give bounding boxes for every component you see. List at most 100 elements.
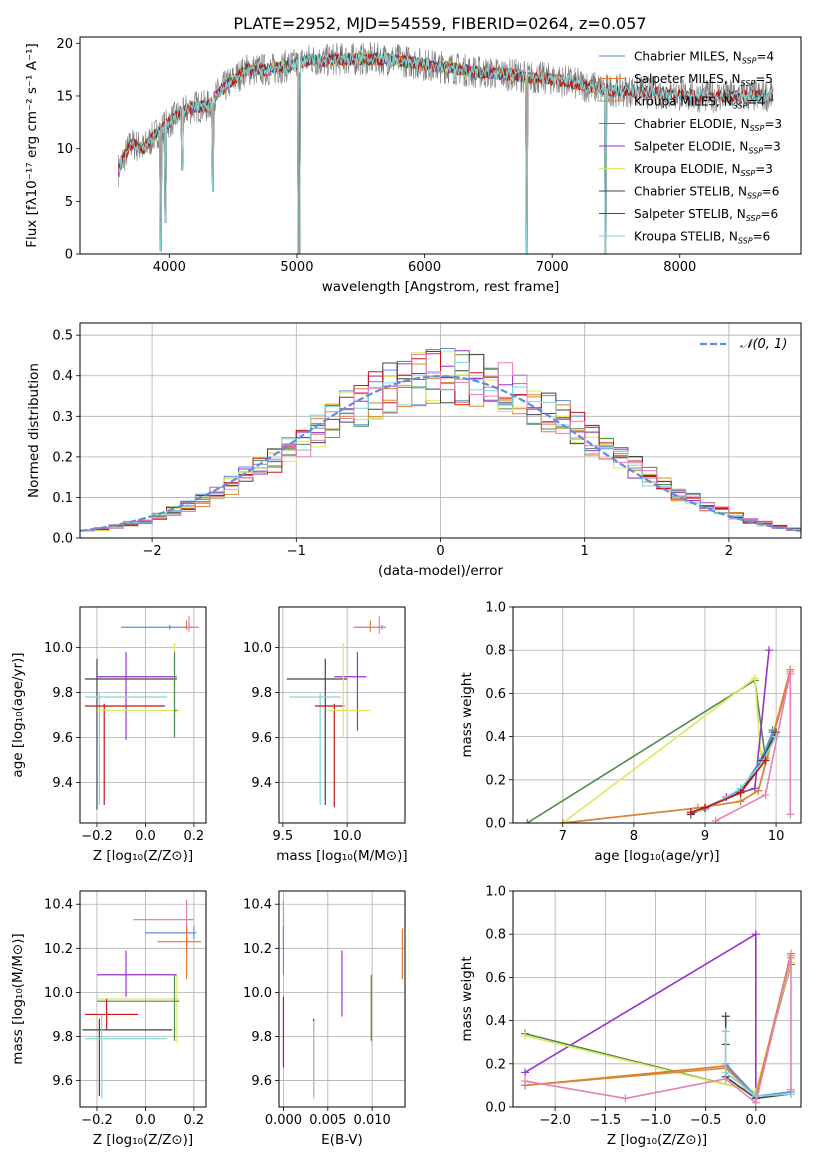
- weight-marker: [786, 1085, 795, 1094]
- x-tick-label: 1: [581, 544, 589, 559]
- x-tick-label: 8000: [663, 260, 696, 275]
- y-tick-label: 9.8: [251, 1030, 272, 1045]
- x-tick-label: 9.5: [273, 829, 294, 844]
- weight-marker: [751, 930, 760, 939]
- x-tick-label: −1: [287, 544, 306, 559]
- x-tick-label: 0.2: [184, 1113, 205, 1128]
- weight-line-chabrier-elodie: [526, 679, 774, 823]
- legend: Chabrier MILES, NSSP=4 Salpeter MILES, NS…: [599, 50, 782, 246]
- plot-weight_vs_age: 7 8 9 10 0.0 0.2 0.4 0.6 0.8 1.0 age [log₁₀(age/yr…: [459, 601, 802, 864]
- x-tick-label: −2.0: [539, 1113, 571, 1128]
- weight-marker: [721, 1027, 730, 1036]
- y-tick-label: 9.4: [52, 776, 73, 791]
- y-tick-label: 1.0: [485, 601, 506, 616]
- weight-marker: [761, 790, 770, 799]
- y-tick-label: 0.2: [485, 773, 506, 788]
- y-tick-label: 10.4: [243, 898, 272, 913]
- axes-frame: [79, 606, 207, 824]
- plot-age_vs_mass: 9.5 10.0 9.4 9.6 9.8 10.0 mass [log₁₀(M/M⊙)]: [243, 606, 408, 864]
- weight-line-pink: [524, 955, 792, 1105]
- y-tick-label: 5: [65, 195, 73, 210]
- x-tick-label: 0.000: [265, 1113, 302, 1128]
- figure-title: PLATE=2952, MJD=54559, FIBERID=0264, z=0…: [233, 14, 646, 33]
- legend-label: Kroupa MILES, NSSP=4: [634, 95, 765, 111]
- plot-mass_vs_Z: −0.2 0.0 0.2 9.6 9.8 10.0 10.2 10.4 Z [log₁₀(Z/Z…: [10, 890, 207, 1148]
- y-tick-label: 0.6: [485, 971, 506, 986]
- axes-frame: [512, 890, 802, 1108]
- x-tick-label: 2: [725, 544, 733, 559]
- y-tick-label: 10.0: [44, 986, 73, 1001]
- weight-line-kroupa-stelib: [724, 1031, 792, 1098]
- weight-marker: [521, 1031, 530, 1040]
- x-tick-label: 0: [436, 544, 444, 559]
- legend-label: 𝒩(0, 1): [740, 337, 787, 352]
- y-axis-label: age [log₁₀(age/yr)]: [10, 652, 26, 777]
- y-tick-label: 0.8: [485, 928, 506, 943]
- weight-marker: [558, 819, 567, 823]
- y-tick-label: 0: [65, 248, 73, 263]
- y-tick-label: 0.4: [52, 369, 73, 384]
- plot-area: [282, 899, 403, 1099]
- weight-marker: [751, 1098, 760, 1107]
- x-tick-label: 5000: [280, 260, 313, 275]
- axes-frame: [79, 36, 802, 255]
- y-tick-label: 0.2: [485, 1057, 506, 1072]
- x-tick-label: 7: [559, 829, 567, 844]
- x-axis-label: Z [log₁₀(Z/Z⊙)]: [93, 1132, 193, 1148]
- y-tick-label: 10.2: [44, 942, 73, 957]
- y-tick-label: 9.6: [251, 731, 272, 746]
- weight-marker: [721, 1074, 730, 1083]
- legend-label: Kroupa ELODIE, NSSP=3: [634, 162, 773, 178]
- y-tick-label: 20: [56, 37, 73, 52]
- weight-marker: [523, 819, 532, 823]
- plot-area: [523, 646, 795, 823]
- weight-marker: [754, 786, 763, 795]
- x-tick-label: 10.0: [333, 829, 362, 844]
- x-axis-label: age [log₁₀(age/yr)]: [594, 848, 719, 864]
- legend-label: Chabrier MILES, NSSP=4: [634, 50, 774, 66]
- axes-frame: [278, 890, 406, 1108]
- y-tick-label: 9.8: [52, 1030, 73, 1045]
- x-axis-label: Z [log₁₀(Z/Z⊙)]: [607, 1132, 707, 1148]
- y-tick-label: 10: [56, 142, 73, 157]
- y-tick-label: 1.0: [485, 885, 506, 900]
- y-axis-label: mass [log₁₀(M/M⊙)]: [10, 933, 26, 1064]
- x-axis-label: wavelength [Angstrom, rest frame]: [322, 279, 560, 295]
- y-axis-label: Normed distribution: [26, 363, 42, 498]
- y-tick-label: 9.8: [52, 686, 73, 701]
- weight-marker: [736, 797, 745, 806]
- weight-marker: [701, 803, 709, 812]
- plot-area: [286, 616, 386, 808]
- plot-age_vs_Z: −0.2 0.0 0.2 9.4 9.6 9.8 10.0 Z [log₁₀(Z/Z⊙)] ag…: [10, 606, 207, 864]
- y-tick-label: 0.0: [485, 817, 506, 832]
- legend-label: Salpeter MILES, NSSP=5: [634, 72, 773, 88]
- plot-area: [80, 348, 801, 534]
- x-tick-label: 6000: [408, 260, 441, 275]
- x-tick-label: 0.0: [135, 829, 156, 844]
- y-tick-label: 10.2: [243, 942, 272, 957]
- axes-frame: [79, 890, 207, 1108]
- x-tick-label: 8: [630, 829, 638, 844]
- y-tick-label: 0.4: [485, 730, 506, 745]
- weight-marker: [761, 756, 770, 765]
- weight-marker: [736, 788, 745, 797]
- plot-residuals: −2 −1 0 1 2 0.0 0.1 0.2 0.3 0.4 0.5 (data-model)/er…: [26, 322, 802, 579]
- x-tick-label: −0.2: [81, 1113, 113, 1128]
- x-tick-label: 9: [701, 829, 709, 844]
- y-tick-label: 0.6: [485, 687, 506, 702]
- y-tick-label: 9.6: [52, 731, 73, 746]
- legend-label: Salpeter ELODIE, NSSP=3: [634, 140, 781, 156]
- weight-marker: [765, 646, 773, 655]
- x-axis-label: mass [log₁₀(M/M⊙)]: [276, 848, 407, 864]
- plot-mass_vs_EBV: 0.000 0.005 0.010 9.6 9.8 10.0 10.2 10.4 E(B-V): [243, 890, 406, 1148]
- weight-marker: [786, 667, 795, 676]
- x-tick-label: 7000: [536, 260, 569, 275]
- x-tick-label: 0.005: [309, 1113, 346, 1128]
- plot-spectrum: 4000 5000 6000 7000 8000 0 5 10 15 20 wavelength […: [24, 36, 802, 295]
- y-tick-label: 0.1: [52, 491, 73, 506]
- y-tick-label: 10.4: [44, 898, 73, 913]
- axes-frame: [79, 322, 802, 539]
- y-tick-label: 0.3: [52, 410, 73, 425]
- y-tick-label: 9.6: [52, 1074, 73, 1089]
